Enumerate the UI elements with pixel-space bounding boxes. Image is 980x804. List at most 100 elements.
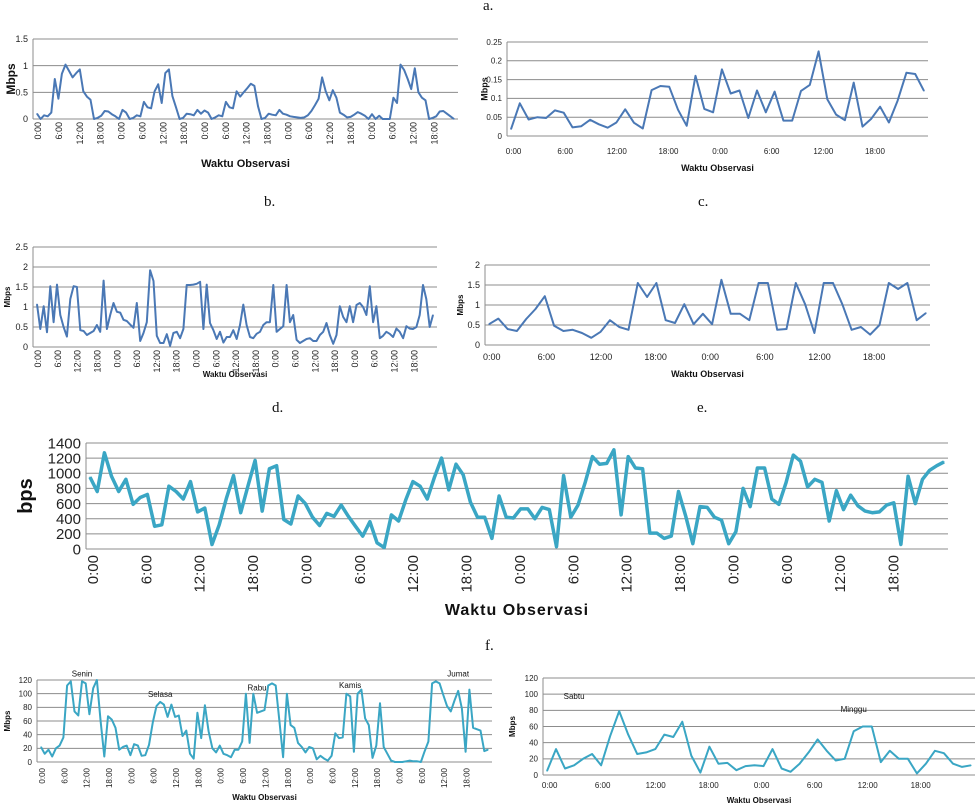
data-point — [402, 337, 404, 339]
chart-g1: 0 20 40 60 80 100 120 0:00 6:00 12:00 18:00 0:00 6:0… — [3, 670, 492, 802]
data-point — [730, 92, 732, 95]
data-point — [738, 89, 741, 92]
data-point — [182, 328, 184, 330]
data-point — [850, 494, 852, 496]
x-axis-title: Waktu Observasi — [727, 796, 792, 804]
data-point — [314, 104, 316, 106]
data-point — [51, 755, 53, 758]
x-axis-title: Waktu Observasi — [201, 158, 290, 170]
data-point — [405, 760, 407, 762]
data-point — [756, 467, 759, 469]
data-point — [405, 325, 407, 327]
data-point — [62, 736, 64, 738]
data-point — [428, 118, 430, 120]
data-point — [936, 465, 938, 467]
data-point — [633, 122, 635, 124]
data-point — [40, 118, 42, 120]
data-point — [354, 525, 357, 527]
data-point — [212, 329, 214, 331]
data-point — [646, 296, 648, 298]
data-point — [83, 330, 85, 332]
y-tick-label: 1400 — [48, 435, 81, 452]
data-point — [472, 727, 474, 729]
data-point — [264, 117, 266, 119]
y-tick-label: 1.5 — [467, 280, 480, 290]
data-point — [420, 761, 422, 763]
data-point — [758, 282, 760, 284]
data-point — [185, 730, 187, 732]
data-point — [433, 476, 436, 478]
data-point — [389, 333, 391, 335]
data-point — [832, 282, 834, 284]
y-tick-label: 0 — [498, 132, 503, 141]
data-point — [804, 303, 806, 305]
data-point — [360, 689, 362, 691]
y-tick-label: 600 — [56, 496, 81, 513]
y-tick-label: 0.25 — [486, 38, 502, 47]
data-point — [53, 321, 55, 323]
data-points — [36, 269, 434, 347]
data-point — [693, 323, 695, 325]
data-point — [241, 740, 243, 743]
annotation-label: Rabu — [247, 683, 266, 692]
x-tick-label: 6:00 — [304, 122, 314, 140]
data-point — [572, 329, 574, 331]
data-point — [335, 97, 337, 99]
x-tick-label: 18:00 — [911, 781, 932, 790]
y-tick-label: 400 — [56, 511, 81, 528]
data-point — [598, 123, 600, 125]
figure-label-e: e. — [697, 400, 708, 416]
data-point — [409, 328, 411, 330]
data-point — [346, 116, 348, 118]
data-point — [425, 298, 427, 300]
data-point — [907, 475, 909, 477]
data-point — [256, 333, 258, 335]
data-point — [262, 324, 264, 326]
data-point — [862, 725, 864, 728]
data-point — [285, 114, 288, 116]
data-point — [308, 746, 310, 748]
x-tick-label: 12:00 — [408, 122, 418, 145]
y-tick-label: 40 — [529, 738, 538, 747]
data-point — [176, 331, 178, 333]
data-point — [663, 537, 665, 539]
data-point — [72, 76, 74, 78]
data-point — [835, 490, 838, 492]
data-point — [483, 750, 485, 752]
data-point — [61, 73, 63, 75]
data-point — [706, 506, 708, 508]
x-tick-label: 0:00 — [85, 555, 102, 584]
x-tick-label: 18:00 — [699, 781, 720, 790]
data-point — [645, 751, 647, 753]
data-point — [442, 694, 444, 696]
data-point — [249, 336, 251, 338]
annotation-label: Kamis — [339, 681, 361, 690]
data-point — [59, 314, 61, 316]
data-point — [146, 106, 149, 108]
data-point — [412, 481, 414, 483]
y-tick-label: 800 — [56, 481, 81, 498]
data-point — [563, 112, 565, 114]
data-point — [399, 64, 402, 66]
x-tick-label: 6:00 — [418, 767, 427, 783]
data-point — [654, 748, 656, 750]
data-point — [216, 338, 218, 340]
data-point — [100, 720, 102, 722]
x-tick-label: 18:00 — [179, 122, 189, 145]
data-point — [289, 321, 291, 323]
annotation-label: Selasa — [148, 690, 173, 699]
data-point — [598, 463, 601, 465]
x-tick-label: 0:00 — [542, 781, 558, 790]
data-point — [642, 468, 644, 470]
data-point — [615, 121, 617, 124]
data-point — [139, 496, 141, 499]
data-point — [307, 114, 309, 116]
data-point — [36, 303, 38, 305]
data-point — [275, 684, 277, 687]
data-point — [897, 288, 899, 290]
data-point — [448, 489, 450, 491]
x-tick-label: 6:00 — [291, 350, 301, 368]
data-point — [916, 772, 918, 774]
data-point — [835, 759, 837, 762]
data-point — [412, 328, 414, 330]
